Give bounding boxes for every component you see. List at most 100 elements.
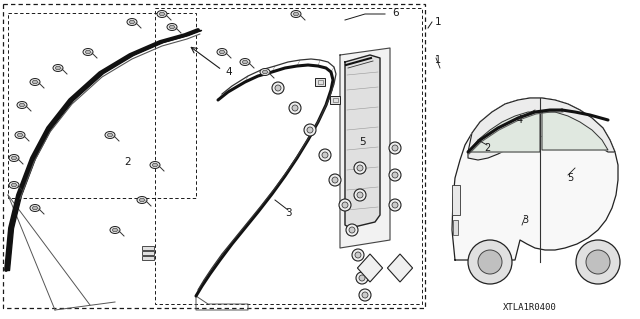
Circle shape: [339, 199, 351, 211]
Ellipse shape: [105, 131, 115, 138]
Circle shape: [389, 142, 401, 154]
Circle shape: [289, 102, 301, 114]
Circle shape: [322, 152, 328, 158]
Ellipse shape: [170, 25, 175, 29]
Circle shape: [357, 192, 363, 198]
Circle shape: [362, 292, 368, 298]
Ellipse shape: [33, 206, 38, 210]
Bar: [330, 96, 340, 104]
Text: 5: 5: [360, 137, 366, 147]
Circle shape: [349, 227, 355, 233]
Bar: [142, 246, 154, 250]
Circle shape: [304, 124, 316, 136]
Bar: [453, 220, 458, 235]
Text: 6: 6: [392, 8, 399, 18]
Ellipse shape: [30, 78, 40, 85]
Ellipse shape: [19, 103, 24, 107]
Ellipse shape: [56, 66, 61, 70]
Ellipse shape: [17, 101, 27, 108]
Circle shape: [354, 189, 366, 201]
Ellipse shape: [15, 131, 25, 138]
Ellipse shape: [260, 69, 270, 76]
Circle shape: [346, 224, 358, 236]
Ellipse shape: [9, 154, 19, 161]
Ellipse shape: [137, 197, 147, 204]
Circle shape: [392, 145, 398, 151]
Ellipse shape: [167, 24, 177, 31]
Ellipse shape: [17, 133, 22, 137]
Circle shape: [357, 165, 363, 171]
Circle shape: [329, 174, 341, 186]
Circle shape: [468, 240, 512, 284]
Polygon shape: [387, 254, 413, 282]
Text: 5: 5: [567, 173, 573, 183]
Ellipse shape: [53, 64, 63, 71]
Ellipse shape: [129, 20, 134, 24]
Bar: [142, 256, 154, 260]
Ellipse shape: [140, 198, 145, 202]
Circle shape: [359, 275, 365, 281]
Polygon shape: [542, 112, 608, 150]
Text: 3: 3: [285, 208, 291, 218]
Bar: [155, 8, 422, 304]
Ellipse shape: [12, 183, 17, 187]
Bar: [3, 4, 425, 308]
Circle shape: [342, 202, 348, 208]
Circle shape: [354, 162, 366, 174]
Ellipse shape: [243, 60, 248, 64]
Ellipse shape: [33, 80, 38, 84]
Circle shape: [586, 250, 610, 274]
Bar: [315, 78, 325, 86]
Ellipse shape: [150, 161, 160, 168]
Circle shape: [355, 252, 361, 258]
Ellipse shape: [110, 226, 120, 234]
Ellipse shape: [220, 50, 225, 54]
Circle shape: [576, 240, 620, 284]
Text: 2: 2: [125, 157, 131, 167]
Bar: [8, 13, 196, 198]
Polygon shape: [357, 254, 383, 282]
Circle shape: [392, 202, 398, 208]
Ellipse shape: [127, 19, 137, 26]
Ellipse shape: [152, 163, 157, 167]
Ellipse shape: [159, 12, 164, 16]
Polygon shape: [340, 48, 390, 248]
Text: 2: 2: [484, 143, 490, 153]
Bar: [452, 185, 460, 215]
Circle shape: [359, 289, 371, 301]
Circle shape: [319, 149, 331, 161]
Ellipse shape: [262, 70, 268, 74]
Circle shape: [332, 177, 338, 183]
Circle shape: [389, 199, 401, 211]
Ellipse shape: [12, 156, 17, 160]
Ellipse shape: [83, 48, 93, 56]
Bar: [317, 80, 323, 84]
Text: 4: 4: [517, 115, 523, 125]
Polygon shape: [468, 112, 540, 152]
Polygon shape: [452, 98, 618, 260]
Circle shape: [292, 105, 298, 111]
Ellipse shape: [9, 182, 19, 189]
Circle shape: [272, 82, 284, 94]
Text: 3: 3: [522, 215, 528, 225]
Text: 4: 4: [225, 67, 232, 77]
Circle shape: [352, 249, 364, 261]
Polygon shape: [468, 98, 615, 160]
Polygon shape: [345, 55, 380, 228]
Bar: [333, 98, 337, 102]
Circle shape: [356, 272, 368, 284]
Ellipse shape: [86, 50, 90, 54]
Bar: [142, 251, 154, 255]
Ellipse shape: [30, 204, 40, 211]
Circle shape: [275, 85, 281, 91]
Ellipse shape: [217, 48, 227, 56]
Ellipse shape: [240, 58, 250, 65]
Ellipse shape: [108, 133, 113, 137]
Text: 1: 1: [435, 55, 441, 65]
Circle shape: [389, 169, 401, 181]
Circle shape: [307, 127, 313, 133]
Ellipse shape: [294, 12, 298, 16]
Ellipse shape: [291, 11, 301, 18]
Circle shape: [392, 172, 398, 178]
Circle shape: [478, 250, 502, 274]
